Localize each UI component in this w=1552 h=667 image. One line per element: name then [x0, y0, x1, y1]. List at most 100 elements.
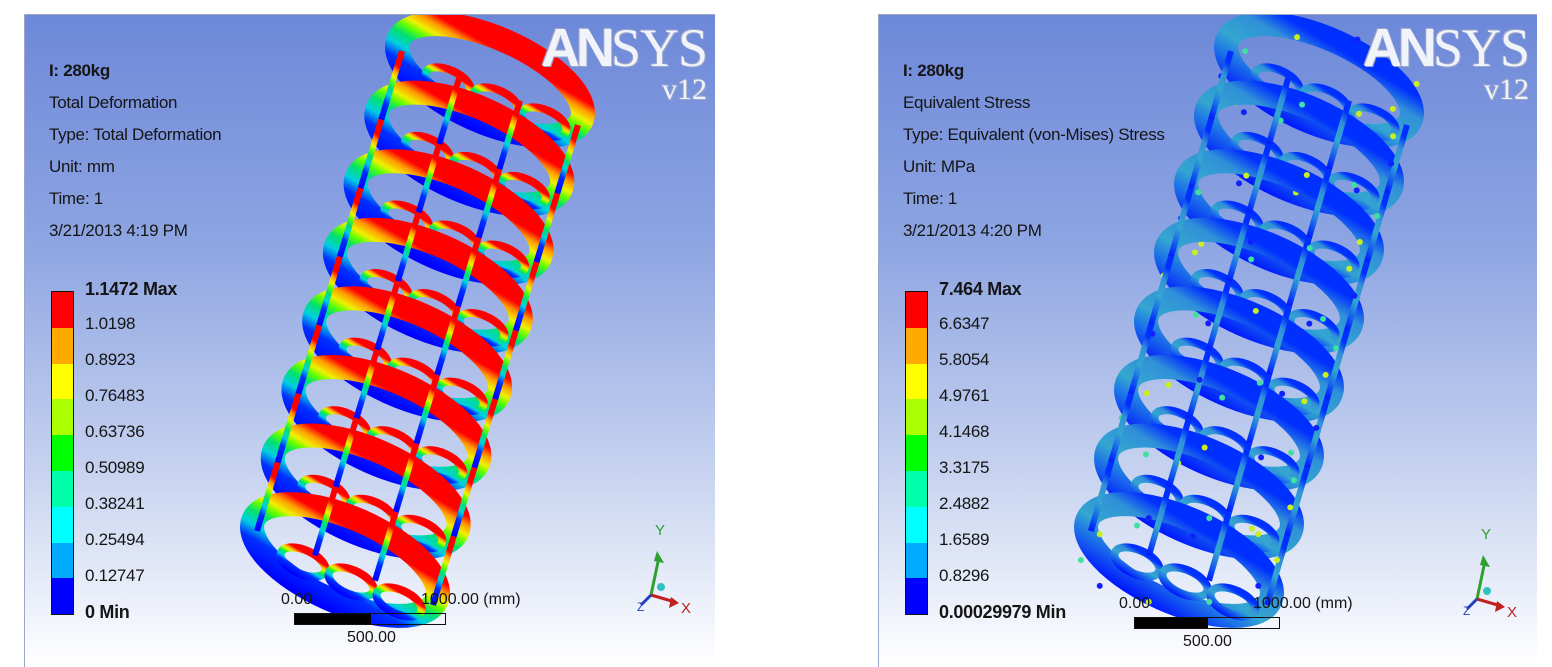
- lattice-cell: [276, 543, 330, 581]
- result-title: I: 280kg: [903, 61, 964, 80]
- lattice-strut: [492, 329, 519, 401]
- stress-spot: [1145, 515, 1152, 522]
- stress-spot: [1206, 515, 1213, 522]
- lattice-strut: [1208, 50, 1234, 121]
- legend-swatch: [906, 506, 927, 543]
- legend-label: 0.63736: [85, 422, 145, 441]
- lattice-strut: [336, 187, 364, 258]
- legend-swatch: [52, 542, 73, 579]
- lattice-ring: [385, 15, 595, 148]
- result-type: Type: Total Deformation: [49, 125, 222, 144]
- lattice-strut: [450, 466, 478, 538]
- stress-spot: [1299, 101, 1306, 108]
- lattice-strut: [392, 442, 420, 513]
- lattice-strut: [316, 255, 343, 327]
- legend-swatch: [52, 292, 73, 328]
- stress-spot: [1206, 598, 1213, 605]
- scale-start: 0.00: [1119, 595, 1151, 612]
- stress-spot: [1274, 557, 1280, 563]
- stress-spot: [1356, 239, 1363, 246]
- stress-spot: [1413, 80, 1420, 87]
- lattice-strut: [1266, 305, 1292, 376]
- lattice-strut: [1304, 398, 1330, 469]
- result-time: Time: 1: [49, 189, 103, 208]
- stress-spot: [1219, 394, 1226, 401]
- legend-swatch: [52, 435, 73, 471]
- stress-spot: [1242, 48, 1249, 55]
- stress-model: [1074, 15, 1424, 628]
- stress-spot: [1191, 249, 1198, 256]
- lattice-strut: [1168, 187, 1194, 258]
- legend-swatch: [52, 399, 73, 436]
- stress-spot: [1248, 525, 1255, 532]
- lattice-strut: [295, 324, 323, 395]
- lattice-cell: [1110, 543, 1164, 581]
- viewport-equivalent-stress[interactable]: I: 280kg Equivalent Stress Type: Equival…: [878, 14, 1537, 667]
- stress-spot: [1143, 390, 1150, 397]
- legend-label: 3.3175: [939, 458, 990, 477]
- scale-mid: 500.00: [347, 629, 396, 646]
- scale-mid: 500.00: [1183, 633, 1232, 650]
- legend-label: 0.76483: [85, 386, 145, 405]
- viewport-total-deformation[interactable]: I: 280kg Total Deformation Type: Total D…: [24, 14, 715, 667]
- stress-spot: [1258, 454, 1265, 461]
- stress-spot: [1389, 105, 1396, 112]
- triad-y-label: Y: [655, 522, 665, 539]
- scale-end: 1000.00 (mm): [1253, 595, 1353, 612]
- stress-spot: [1353, 187, 1360, 194]
- stress-spot: [1243, 172, 1250, 179]
- triad-z-label: Z: [1463, 604, 1470, 618]
- legend-swatch: [906, 363, 927, 400]
- legend-label: 4.9761: [939, 386, 990, 405]
- legend-min-label: 0.00029979 Min: [939, 602, 1066, 622]
- stress-spot: [1195, 189, 1202, 196]
- stress-spot: [1145, 598, 1152, 605]
- legend-label: 0.25494: [85, 530, 145, 549]
- result-name: Total Deformation: [49, 93, 178, 112]
- lattice-strut: [1364, 192, 1390, 263]
- stress-spot: [1255, 531, 1262, 538]
- stress-spot: [1096, 582, 1103, 589]
- legend-label: 1.6589: [939, 530, 990, 549]
- lattice-strut: [434, 305, 461, 376]
- legend-swatch: [906, 292, 927, 328]
- lattice-strut: [1108, 393, 1134, 464]
- stress-spot: [1303, 171, 1310, 178]
- legend-label: 0.50989: [85, 458, 145, 477]
- stress-spot: [1240, 109, 1247, 116]
- legend-label: 1.0198: [85, 314, 136, 333]
- stress-spot: [1287, 504, 1294, 511]
- result-title: I: 280kg: [49, 61, 110, 80]
- legend-label: 2.4882: [939, 494, 990, 513]
- result-info: I: 280kg Total Deformation Type: Total D…: [49, 55, 222, 247]
- result-time: Time: 1: [903, 189, 957, 208]
- lattice-strut: [436, 74, 463, 145]
- stress-spot: [1288, 449, 1295, 456]
- stress-spot: [1252, 307, 1259, 314]
- lattice-strut: [1306, 168, 1332, 239]
- legend-swatch: [52, 506, 73, 543]
- stress-spot: [1096, 531, 1103, 538]
- lattice-strut: [475, 168, 503, 239]
- stress-spot: [1354, 36, 1361, 43]
- stress-spot: [1333, 345, 1340, 352]
- lattice-strut: [413, 374, 441, 445]
- lattice-strut: [533, 192, 561, 263]
- legend-max-label: 1.1472 Max: [85, 279, 178, 299]
- stress-spot: [1294, 34, 1301, 41]
- stress-spot: [1078, 557, 1084, 563]
- legend-label: 5.8054: [939, 350, 990, 369]
- result-date: 3/21/2013 4:20 PM: [903, 221, 1042, 240]
- lattice-cylinder: [1074, 15, 1424, 628]
- ansys-logo: ANSYS v12: [540, 18, 708, 106]
- scale-start: 0.00: [281, 591, 313, 608]
- axis-triad: Y X Z: [637, 522, 691, 617]
- legend-label: 0.12747: [85, 566, 145, 585]
- lattice-strut: [1284, 466, 1310, 538]
- result-type: Type: Equivalent (von-Mises) Stress: [903, 125, 1165, 144]
- lattice-strut: [1206, 280, 1232, 351]
- legend-swatch: [52, 470, 73, 507]
- legend-max-label: 7.464 Max: [939, 279, 1022, 299]
- lattice-cell: [1158, 563, 1212, 601]
- lattice-strut: [332, 417, 360, 488]
